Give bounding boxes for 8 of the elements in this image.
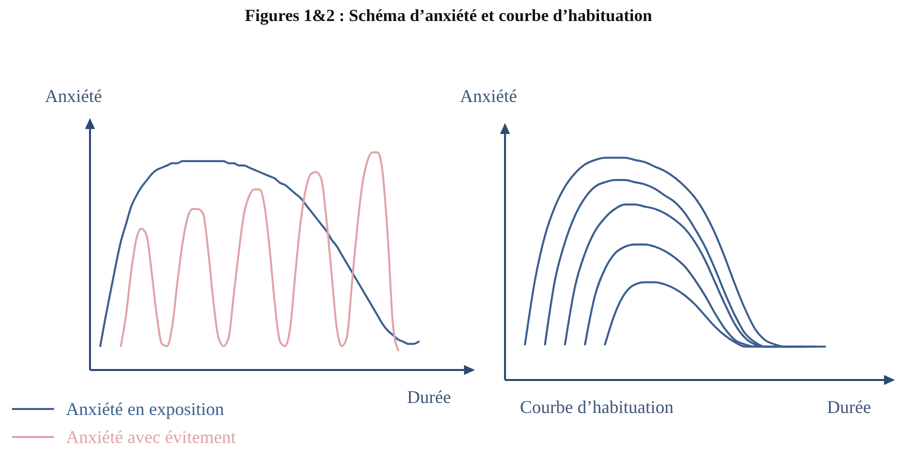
x-axis-title: Durée — [407, 387, 451, 408]
text: Courbe d’habituation — [520, 397, 674, 418]
y-axis-title: Anxiété — [45, 86, 102, 107]
chart-title: Figures 1&2 : Schéma d’anxiété et courbe d’habituation — [244, 6, 654, 26]
legend-label: Anxiété en exposition — [66, 398, 224, 420]
x-axis-title: Durée — [827, 397, 871, 418]
legend-label: Anxiété avec évitement — [66, 426, 236, 448]
y-axis-title: Anxiété — [460, 86, 517, 107]
